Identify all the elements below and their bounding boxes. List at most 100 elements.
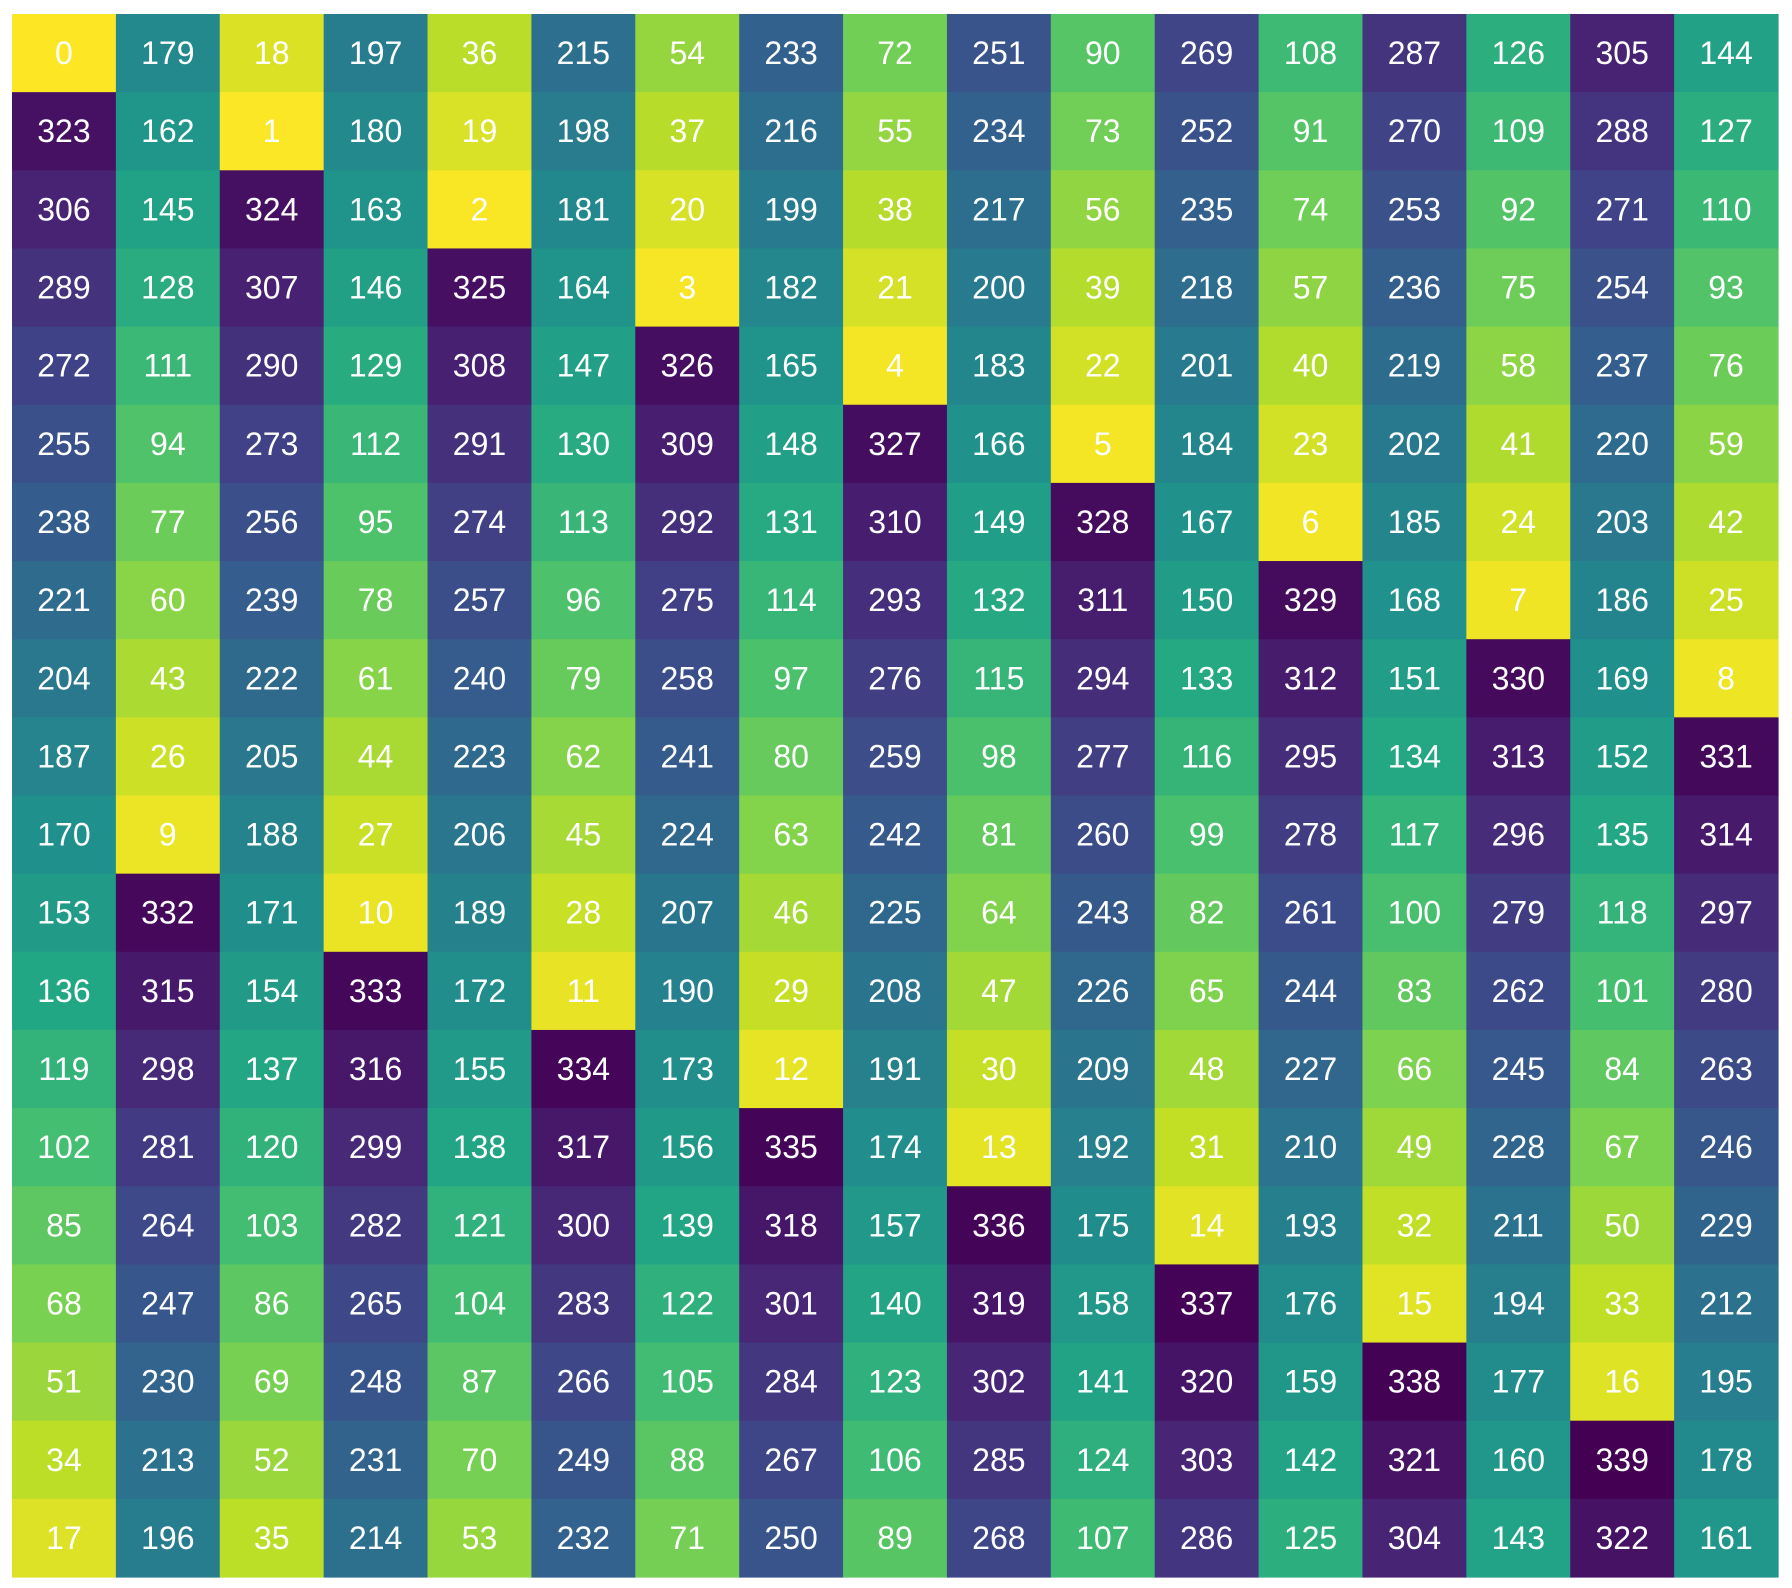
- heatmap-cell: [427, 951, 533, 1031]
- heatmap-cell-label: 91: [1293, 113, 1329, 149]
- heatmap-cell-label: 98: [981, 738, 1017, 774]
- heatmap-cell: [531, 1264, 636, 1344]
- heatmap-cell-label: 222: [245, 660, 298, 696]
- heatmap-cell: [115, 1029, 221, 1109]
- heatmap-cell: [1466, 248, 1571, 328]
- heatmap-cell: [635, 639, 740, 718]
- heatmap-cell-label: 307: [245, 270, 298, 306]
- heatmap-cell-label: 132: [972, 582, 1025, 618]
- heatmap-cell: [739, 1498, 844, 1578]
- heatmap-cell: [1674, 951, 1779, 1031]
- heatmap-cell: [323, 1420, 429, 1500]
- heatmap-cell: [1674, 1420, 1779, 1500]
- heatmap-cell: [219, 1264, 325, 1344]
- heatmap-cell: [843, 1264, 948, 1344]
- heatmap-cell-label: 273: [245, 426, 298, 462]
- heatmap-cell-label: 257: [453, 582, 506, 618]
- heatmap-cell: [946, 14, 1052, 93]
- heatmap-cell: [1466, 170, 1571, 250]
- heatmap-cell: [323, 873, 429, 953]
- heatmap-cell-label: 77: [150, 504, 186, 540]
- heatmap-cell-label: 16: [1604, 1364, 1640, 1400]
- heatmap-cell: [1362, 1420, 1467, 1500]
- heatmap-cell: [1154, 1498, 1260, 1578]
- heatmap-cell-label: 148: [764, 426, 817, 462]
- heatmap-cell-label: 23: [1293, 426, 1329, 462]
- heatmap-cell-label: 66: [1397, 1051, 1433, 1087]
- heatmap-cell-label: 13: [981, 1129, 1017, 1165]
- heatmap-cell-label: 253: [1388, 191, 1441, 227]
- heatmap-cell: [1154, 951, 1260, 1031]
- heatmap-cell: [531, 717, 636, 797]
- heatmap-cell-label: 186: [1595, 582, 1648, 618]
- heatmap-cell: [1570, 1108, 1675, 1187]
- heatmap-cell-label: 67: [1604, 1129, 1640, 1165]
- heatmap-cell: [12, 1108, 117, 1187]
- heatmap-cell: [635, 1029, 740, 1109]
- heatmap-cell: [1466, 1498, 1571, 1578]
- heatmap-cell: [115, 14, 221, 93]
- heatmap-cell-label: 149: [972, 504, 1025, 540]
- heatmap-cell-label: 52: [254, 1442, 290, 1478]
- heatmap-cell: [635, 717, 740, 797]
- heatmap-cell-label: 264: [141, 1207, 194, 1243]
- heatmap-cell-label: 158: [1076, 1285, 1129, 1321]
- heatmap-cell: [323, 170, 429, 250]
- heatmap-cell-label: 80: [773, 738, 809, 774]
- heatmap-cell-label: 40: [1293, 348, 1329, 384]
- heatmap-cell-label: 189: [453, 895, 506, 931]
- heatmap-cell: [1674, 404, 1779, 484]
- heatmap-cell: [1154, 639, 1260, 718]
- heatmap-cell: [427, 170, 533, 250]
- heatmap-cell: [323, 248, 429, 328]
- heatmap-cell: [531, 404, 636, 484]
- heatmap-cell-label: 278: [1284, 817, 1337, 853]
- heatmap-cell-label: 298: [141, 1051, 194, 1087]
- heatmap-cells: [12, 14, 1779, 1578]
- heatmap-cell: [946, 1186, 1052, 1265]
- heatmap-cell-label: 97: [773, 660, 809, 696]
- heatmap-cell: [946, 92, 1052, 171]
- heatmap-cell-label: 211: [1493, 1207, 1544, 1243]
- heatmap-cell-label: 187: [37, 738, 90, 774]
- heatmap-cell-label: 310: [868, 504, 921, 540]
- heatmap-cell-label: 239: [245, 582, 298, 618]
- heatmap-cell-label: 71: [669, 1520, 705, 1556]
- heatmap-cell: [946, 326, 1052, 406]
- heatmap-cell-label: 215: [557, 35, 610, 71]
- heatmap-cell: [1258, 92, 1364, 171]
- heatmap-cell-label: 94: [150, 426, 186, 462]
- heatmap-cell-label: 337: [1180, 1285, 1233, 1321]
- heatmap-cell: [115, 873, 221, 953]
- heatmap-cell-label: 122: [661, 1285, 714, 1321]
- heatmap-cell: [323, 404, 429, 484]
- heatmap-cell-label: 155: [453, 1051, 506, 1087]
- heatmap-cell: [12, 1264, 117, 1344]
- heatmap-cell-label: 163: [349, 191, 402, 227]
- heatmap-cell-label: 28: [566, 895, 602, 931]
- heatmap-cell-label: 277: [1076, 738, 1129, 774]
- heatmap-cell: [427, 326, 533, 406]
- heatmap-cell: [115, 717, 221, 797]
- heatmap-cell-label: 322: [1595, 1520, 1648, 1556]
- heatmap-cell: [531, 1108, 636, 1187]
- heatmap-cell: [1674, 795, 1779, 875]
- heatmap-cell: [323, 92, 429, 171]
- heatmap-cell-label: 120: [245, 1129, 298, 1165]
- heatmap-cell-label: 171: [245, 895, 298, 931]
- heatmap-cell: [427, 873, 533, 953]
- heatmap-cell: [427, 92, 533, 171]
- heatmap-cell-label: 117: [1389, 817, 1440, 853]
- heatmap-cell: [12, 14, 117, 93]
- heatmap-cell-label: 68: [46, 1285, 82, 1321]
- heatmap-cell-label: 131: [764, 504, 817, 540]
- heatmap-cell: [739, 639, 844, 718]
- heatmap-cell-label: 135: [1595, 817, 1648, 853]
- heatmap-cell: [1154, 248, 1260, 328]
- heatmap-cell-label: 324: [245, 191, 298, 227]
- heatmap-cell: [12, 561, 117, 640]
- heatmap-cell-label: 288: [1595, 113, 1648, 149]
- heatmap-cell-label: 151: [1388, 660, 1441, 696]
- heatmap-cell: [1570, 1186, 1675, 1265]
- heatmap-cell-label: 123: [868, 1364, 921, 1400]
